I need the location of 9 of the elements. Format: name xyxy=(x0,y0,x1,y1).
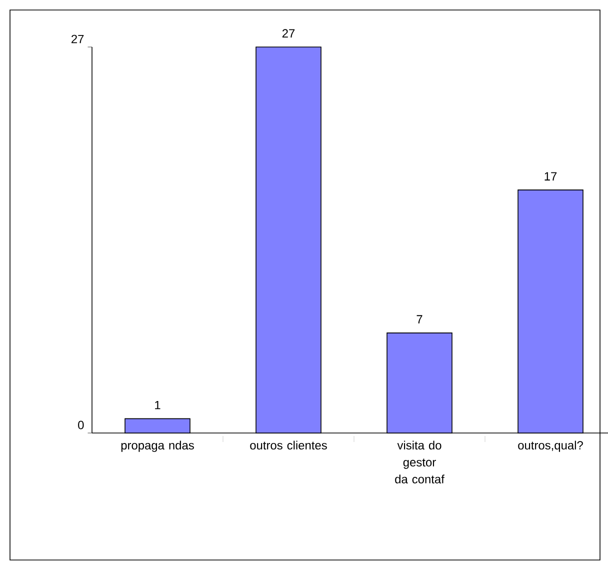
data-label: 27 xyxy=(282,29,295,38)
x-tick-label: visita do gestor da contaf xyxy=(395,440,444,484)
y-tick-label: 0 xyxy=(78,420,84,430)
x-tick-label: outros clientes xyxy=(250,440,327,450)
data-label: 1 xyxy=(155,400,160,410)
x-tick-label: outros,qual? xyxy=(518,440,583,452)
data-label: 17 xyxy=(544,172,557,180)
x-tick-label: propaga ndas xyxy=(121,440,194,452)
data-label: 7 xyxy=(416,315,422,324)
